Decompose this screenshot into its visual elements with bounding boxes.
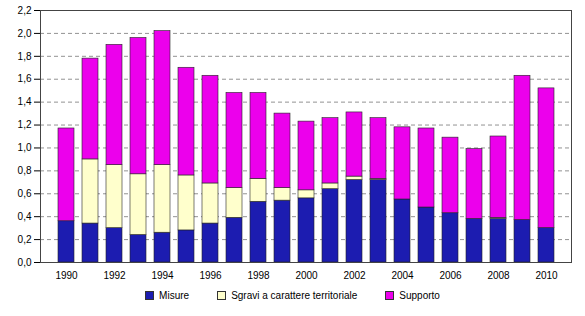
svg-text:2008: 2008 — [487, 270, 510, 281]
svg-text:2,2: 2,2 — [18, 5, 32, 16]
svg-text:1998: 1998 — [247, 270, 270, 281]
svg-text:1,2: 1,2 — [18, 119, 32, 130]
svg-text:0,8: 0,8 — [18, 165, 32, 176]
svg-text:1992: 1992 — [103, 270, 126, 281]
html-text:Supporto: Supporto — [399, 290, 440, 301]
svg-text:1994: 1994 — [151, 270, 174, 281]
svg-text:1990: 1990 — [55, 270, 78, 281]
svg-text:1,0: 1,0 — [18, 142, 32, 153]
svg-text:2004: 2004 — [391, 270, 414, 281]
svg-text:0,4: 0,4 — [18, 211, 32, 222]
svg-text:1,8: 1,8 — [18, 51, 32, 62]
svg-text:0,2: 0,2 — [18, 234, 32, 245]
svg-text:2006: 2006 — [439, 270, 462, 281]
svg-text:2,0: 2,0 — [18, 28, 32, 39]
svg-text:0,0: 0,0 — [18, 257, 32, 268]
svg-text:0,6: 0,6 — [18, 188, 32, 199]
html-text:Misure: Misure — [159, 290, 190, 301]
svg-text:1,6: 1,6 — [18, 73, 32, 84]
html-text:Sgravi a carattere territorial: Sgravi a carattere territoriale — [231, 290, 358, 301]
svg-text:2010: 2010 — [535, 270, 558, 281]
svg-text:1,4: 1,4 — [18, 96, 32, 107]
svg-text:2000: 2000 — [295, 270, 318, 281]
svg-text:2002: 2002 — [343, 270, 366, 281]
svg-text:1996: 1996 — [199, 270, 222, 281]
